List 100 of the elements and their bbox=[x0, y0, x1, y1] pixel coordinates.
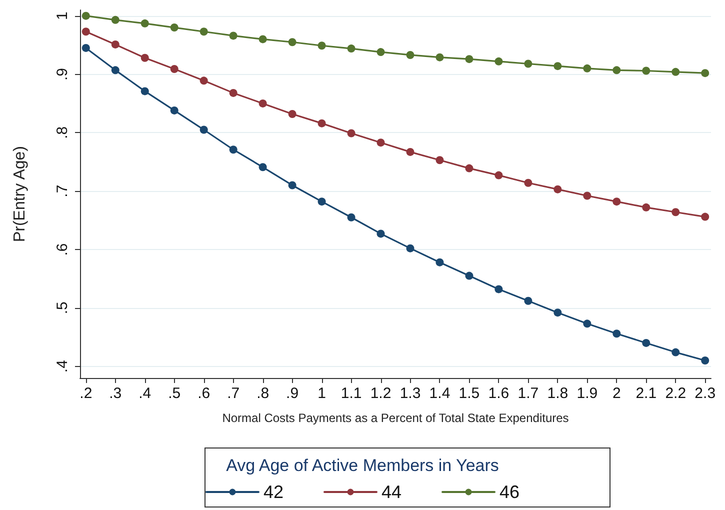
x-tick-label: 1.7 bbox=[518, 385, 539, 402]
point bbox=[612, 330, 621, 338]
point bbox=[494, 285, 503, 294]
point bbox=[318, 42, 326, 50]
y-tick-label: .9 bbox=[54, 68, 71, 81]
x-tick-label: 2 bbox=[612, 385, 621, 402]
point bbox=[82, 44, 90, 52]
point bbox=[288, 110, 296, 118]
x-tick-label: 1.6 bbox=[488, 385, 510, 402]
x-tick-label: .6 bbox=[198, 385, 210, 402]
point bbox=[406, 148, 414, 156]
point bbox=[347, 129, 356, 138]
x-tick-label: .5 bbox=[168, 385, 181, 402]
point bbox=[554, 62, 562, 70]
x-tick-label: 1.3 bbox=[400, 385, 421, 402]
point bbox=[170, 65, 178, 73]
legend-label: 46 bbox=[500, 482, 520, 502]
point bbox=[229, 88, 238, 97]
y-tick-label: .5 bbox=[54, 302, 71, 314]
y-axis-title: Pr(Entry Age) bbox=[12, 146, 28, 242]
point bbox=[701, 212, 710, 221]
point bbox=[465, 55, 474, 64]
point bbox=[583, 64, 592, 72]
point bbox=[465, 272, 474, 280]
point bbox=[406, 244, 414, 252]
point bbox=[111, 40, 120, 48]
x-tick-label: 1.2 bbox=[370, 385, 392, 402]
legend-label: 42 bbox=[263, 482, 284, 502]
point bbox=[140, 19, 149, 28]
legend-label: 44 bbox=[381, 482, 402, 502]
point bbox=[82, 28, 90, 36]
x-tick-label: 1.8 bbox=[547, 385, 568, 402]
point bbox=[347, 213, 356, 222]
point bbox=[318, 198, 326, 206]
y-tick-label: 1 bbox=[54, 12, 71, 20]
point bbox=[642, 203, 650, 212]
point bbox=[465, 164, 474, 172]
point bbox=[672, 348, 680, 356]
point bbox=[258, 163, 267, 172]
point bbox=[82, 12, 90, 20]
point bbox=[642, 338, 650, 347]
point bbox=[701, 356, 710, 364]
point bbox=[583, 192, 592, 200]
x-tick-label: 2.3 bbox=[694, 385, 716, 402]
point bbox=[376, 230, 385, 238]
x-tick-label: .8 bbox=[256, 385, 270, 402]
point bbox=[524, 60, 532, 68]
point bbox=[258, 35, 267, 44]
point bbox=[436, 258, 444, 266]
point bbox=[140, 87, 149, 96]
point bbox=[612, 66, 621, 74]
x-tick-label: .9 bbox=[286, 385, 299, 402]
x-tick-label: 1 bbox=[318, 385, 326, 402]
point bbox=[140, 54, 149, 62]
point bbox=[554, 308, 562, 317]
x-tick-label: 2.2 bbox=[665, 385, 686, 402]
point bbox=[583, 320, 592, 328]
point bbox=[701, 69, 710, 78]
point bbox=[229, 146, 238, 154]
point bbox=[672, 68, 680, 76]
point bbox=[318, 119, 326, 128]
point bbox=[376, 48, 385, 56]
y-tick-label: .8 bbox=[54, 126, 71, 139]
x-tick-label: .2 bbox=[80, 385, 92, 402]
y-tick-label: .7 bbox=[54, 184, 71, 198]
point bbox=[524, 296, 532, 305]
point bbox=[200, 76, 208, 85]
point bbox=[258, 99, 267, 108]
point bbox=[494, 57, 503, 66]
x-tick-label: 1.5 bbox=[458, 385, 480, 402]
point bbox=[436, 156, 444, 164]
point bbox=[200, 28, 208, 36]
y-tick-label: .4 bbox=[54, 360, 71, 373]
point bbox=[288, 38, 296, 46]
x-axis-title: Normal Costs Payments as a Percent of Total State Expenditures bbox=[222, 411, 569, 425]
x-tick-label: 1.1 bbox=[340, 385, 362, 402]
point bbox=[170, 106, 178, 114]
point bbox=[494, 171, 503, 180]
point bbox=[170, 24, 178, 32]
x-tick-label: 1.4 bbox=[429, 385, 450, 402]
x-tick-label: 2.1 bbox=[636, 385, 657, 402]
legend-title: Avg Age of Active Members in Years bbox=[226, 456, 499, 475]
point bbox=[111, 16, 120, 24]
x-tick-label: .4 bbox=[138, 385, 152, 402]
point bbox=[111, 66, 120, 74]
point bbox=[436, 53, 444, 62]
point bbox=[642, 66, 650, 75]
point bbox=[612, 198, 621, 206]
point bbox=[554, 185, 562, 194]
point bbox=[406, 50, 414, 59]
y-tick-label: .6 bbox=[54, 243, 71, 256]
point bbox=[229, 32, 238, 40]
point bbox=[376, 138, 385, 147]
point bbox=[200, 126, 208, 134]
x-tick-label: 1.9 bbox=[576, 385, 598, 402]
point bbox=[347, 44, 356, 53]
point bbox=[524, 178, 532, 187]
x-tick-label: .7 bbox=[227, 385, 240, 402]
point bbox=[672, 208, 680, 216]
x-tick-label: .3 bbox=[109, 385, 122, 402]
